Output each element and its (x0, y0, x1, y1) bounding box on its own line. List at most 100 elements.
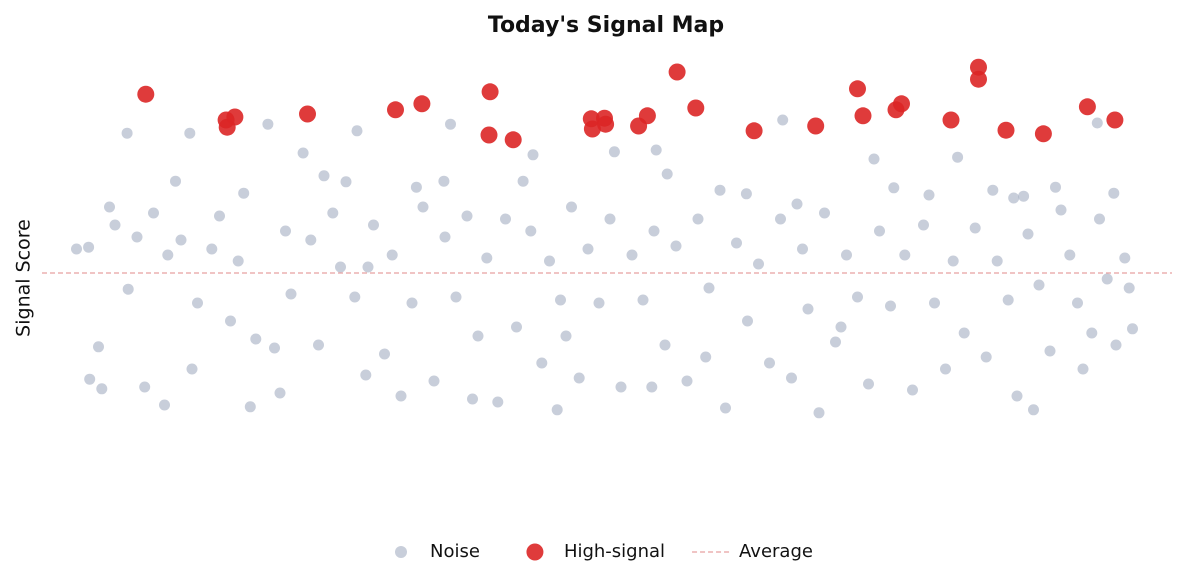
high-signal-point (480, 126, 498, 144)
noise-point (819, 207, 830, 219)
noise-point (888, 182, 900, 194)
noise-point (566, 201, 577, 213)
high-signal-point (583, 120, 601, 138)
noise-point (122, 283, 134, 295)
high-signal-point (849, 80, 866, 98)
noise-point (1064, 249, 1076, 261)
noise-point (186, 363, 198, 375)
noise-point (648, 225, 660, 237)
noise-point (1091, 117, 1103, 129)
noise-point (417, 201, 429, 213)
noise-point (472, 330, 484, 342)
noise-point (360, 369, 372, 381)
high-signal-point (970, 58, 987, 76)
noise-point (274, 387, 286, 399)
noise-point (923, 189, 935, 201)
noise-point (318, 170, 330, 182)
noise-point (929, 297, 940, 309)
noise-point (969, 222, 981, 234)
high-signal-point (387, 101, 404, 119)
noise-point (637, 294, 649, 306)
noise-point (525, 225, 537, 237)
noise-point (593, 297, 605, 309)
noise-point (777, 114, 789, 126)
legend-marker (395, 546, 407, 558)
noise-point (775, 213, 786, 225)
noise-point (109, 219, 121, 231)
noise-point (681, 375, 693, 387)
noise-point (313, 339, 324, 351)
high-signal-point (1106, 111, 1124, 129)
noise-point (1101, 273, 1113, 285)
noise-point (670, 240, 682, 252)
noise-point (500, 213, 511, 225)
noise-point (527, 149, 539, 161)
noise-point (214, 210, 225, 222)
noise-point (753, 258, 764, 270)
noise-point (868, 153, 880, 165)
noise-point (544, 255, 555, 267)
noise-point (71, 243, 82, 255)
noise-point (481, 252, 493, 264)
noise-point (1028, 404, 1039, 416)
noise-point (327, 207, 339, 219)
noise-point (1050, 181, 1061, 193)
noise-point (582, 243, 594, 255)
noise-point (841, 249, 852, 261)
high-signal-point (597, 115, 615, 133)
noise-point (1094, 213, 1105, 225)
legend-label: Noise (430, 541, 480, 562)
noise-point (797, 243, 808, 255)
noise-point (439, 231, 451, 243)
noise-point (703, 282, 715, 294)
noise-point (96, 383, 108, 395)
noise-point (232, 255, 244, 267)
noise-point (170, 175, 181, 187)
noise-point (650, 144, 662, 156)
noise-point (297, 147, 309, 159)
y-axis-label: Signal Score (13, 219, 35, 337)
high-signal-point (1034, 125, 1052, 143)
noise-point (1123, 282, 1135, 294)
noise-point (720, 402, 731, 414)
high-signal-point (226, 108, 244, 126)
noise-point (1033, 279, 1045, 291)
high-signal-point (1078, 98, 1096, 116)
noise-point (1077, 363, 1089, 375)
noise-point (362, 261, 374, 273)
noise-point (830, 336, 841, 348)
noise-point (379, 348, 390, 360)
plot-area (42, 58, 1172, 419)
high-signal-point (854, 107, 872, 125)
high-signal-point (638, 107, 656, 125)
high-signal-point (299, 105, 316, 123)
noise-point (461, 210, 473, 222)
noise-point (349, 291, 361, 303)
noise-point (615, 381, 627, 393)
noise-point (1072, 297, 1083, 309)
high-signal-point (504, 131, 522, 149)
noise-point (661, 168, 673, 180)
noise-point (1008, 192, 1020, 204)
high-signal-point (893, 95, 910, 113)
noise-point (952, 151, 964, 163)
noise-point (940, 363, 951, 375)
noise-point (335, 261, 346, 273)
noise-point (742, 315, 753, 327)
noise-point (175, 234, 187, 246)
noise-point (368, 219, 379, 231)
noise-point (83, 241, 95, 253)
noise-point (980, 351, 992, 363)
noise-point (714, 184, 726, 196)
noise-point (428, 375, 440, 387)
noise-point (700, 351, 712, 363)
high-signal-point (997, 121, 1015, 139)
noise-point (987, 184, 999, 196)
high-signal-point (137, 85, 155, 103)
noise-point (947, 255, 959, 267)
noise-point (511, 321, 522, 333)
noise-point (438, 175, 450, 187)
noise-point (1127, 323, 1138, 335)
noise-point (148, 207, 159, 219)
noise-point (351, 125, 363, 137)
